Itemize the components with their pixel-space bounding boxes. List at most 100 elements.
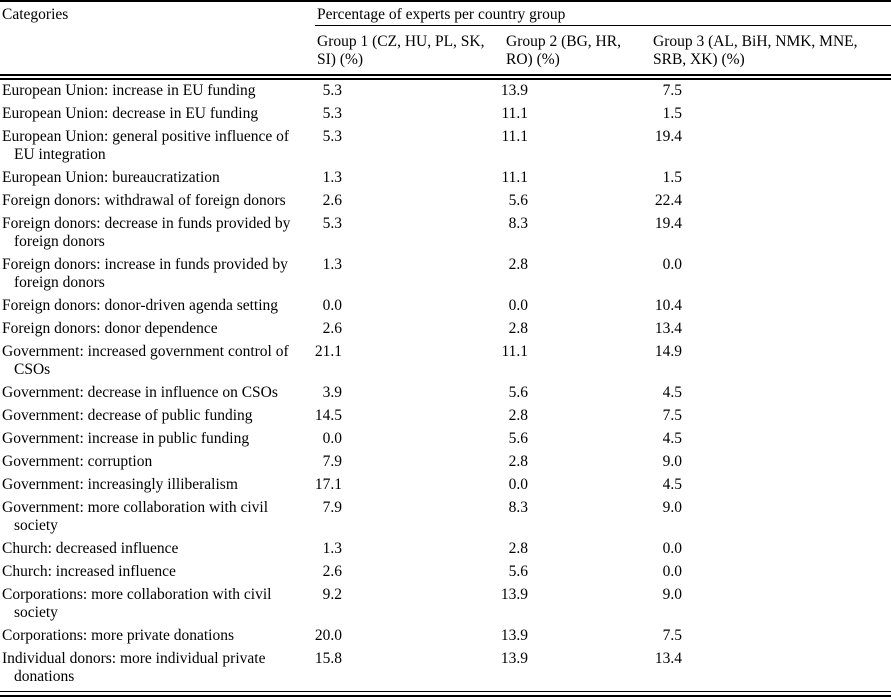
category-cell: Foreign donors: decrease in funds provid…	[0, 215, 312, 251]
category-text-continuation: society	[14, 604, 58, 621]
category-cell: European Union: increase in EU funding	[0, 82, 312, 100]
group1-header-line2: SI) (%)	[317, 51, 364, 68]
value-group1: 1.3	[322, 169, 342, 186]
table-row: Government: increase in public funding 0…	[0, 430, 891, 448]
value-group3: 0.0	[662, 256, 682, 273]
category-cell: Government: increase in public funding	[0, 430, 312, 448]
category-cell: Foreign donors: donor dependence	[0, 320, 312, 338]
value-group3: 1.5	[662, 169, 682, 186]
value-group3: 19.4	[654, 215, 682, 232]
category-text: European Union: decrease in EU funding	[2, 105, 259, 122]
value-group3: 9.0	[662, 499, 682, 516]
category-cell: European Union: decrease in EU funding	[0, 105, 312, 123]
category-text-continuation: foreign donors	[14, 274, 105, 291]
table-row: Foreign donors: increase in funds provid…	[0, 256, 891, 292]
table-row: Foreign donors: donor-driven agenda sett…	[0, 297, 891, 315]
column-header-categories: Categories	[2, 6, 69, 23]
category-text: European Union: bureaucratization	[2, 169, 220, 186]
value-group2: 0.0	[508, 476, 528, 493]
value-group1: 3.9	[322, 384, 342, 401]
category-cell: Foreign donors: increase in funds provid…	[0, 256, 312, 292]
category-cell: Government: corruption	[0, 453, 312, 471]
value-group3: 13.4	[654, 320, 682, 337]
value-group3: 13.4	[654, 650, 682, 667]
value-group1: 21.1	[314, 343, 342, 360]
value-group2: 13.9	[500, 586, 528, 603]
value-group2: 5.6	[508, 563, 528, 580]
value-group2: 5.6	[508, 192, 528, 209]
category-cell: Individual donors: more individual priva…	[0, 650, 312, 686]
category-cell: Government: decrease in influence on CSO…	[0, 384, 312, 402]
value-group2: 2.8	[508, 453, 528, 470]
value-group1: 5.3	[322, 82, 342, 99]
value-group2: 2.8	[508, 320, 528, 337]
category-text-continuation: EU integration	[14, 146, 106, 163]
category-text: Government: decrease in influence on CSO…	[2, 384, 278, 401]
table-row: Church: increased influence 2.6 5.6 0.0	[0, 563, 891, 581]
table-row: Foreign donors: withdrawal of foreign do…	[0, 192, 891, 210]
value-group2: 11.1	[501, 343, 528, 360]
value-group3: 9.0	[662, 453, 682, 470]
value-group1: 7.9	[322, 499, 342, 516]
category-text: Church: decreased influence	[2, 540, 179, 557]
value-group2: 2.8	[508, 407, 528, 424]
category-text-continuation: donations	[14, 668, 75, 685]
value-group3: 1.5	[662, 105, 682, 122]
value-group3: 9.0	[662, 586, 682, 603]
value-group1: 5.3	[322, 105, 342, 122]
value-group1: 15.8	[314, 650, 342, 667]
value-group1: 0.0	[322, 430, 342, 447]
header-double-rule	[0, 74, 891, 80]
value-group2: 13.9	[500, 82, 528, 99]
value-group1: 2.6	[322, 563, 342, 580]
value-group2: 8.3	[508, 215, 528, 232]
group1-header-line1: Group 1 (CZ, HU, PL, SK,	[317, 33, 485, 50]
group2-header-line2: RO) (%)	[506, 51, 560, 68]
value-group2: 11.1	[501, 128, 528, 145]
value-group3: 4.5	[662, 476, 682, 493]
category-text-continuation: foreign donors	[14, 233, 105, 250]
table-header-row-2: Group 1 (CZ, HU, PL, SK, SI) (%) Group 2…	[0, 33, 891, 74]
category-cell: European Union: bureaucratization	[0, 169, 312, 187]
category-text: Individual donors: more individual priva…	[2, 650, 266, 667]
group3-header-line1: Group 3 (AL, BiH, NMK, MNE,	[653, 33, 858, 50]
category-text: Foreign donors: donor dependence	[2, 320, 218, 337]
value-group1: 1.3	[322, 256, 342, 273]
value-group2: 5.6	[508, 430, 528, 447]
category-text: Church: increased influence	[2, 563, 176, 580]
table-row: Individual donors: more individual priva…	[0, 650, 891, 686]
category-text: Corporations: more collaboration with ci…	[2, 586, 272, 603]
table-body: European Union: increase in EU funding 5…	[0, 80, 891, 686]
table-row: European Union: decrease in EU funding 5…	[0, 105, 891, 123]
category-cell: Church: increased influence	[0, 563, 312, 581]
value-group1: 17.1	[314, 476, 342, 493]
group2-header-line1: Group 2 (BG, HR,	[506, 33, 621, 50]
value-group3: 19.4	[654, 128, 682, 145]
table-row: Government: corruption 7.9 2.8 9.0	[0, 453, 891, 471]
value-group3: 10.4	[654, 297, 682, 314]
value-group2: 8.3	[508, 499, 528, 516]
category-text: Foreign donors: donor-driven agenda sett…	[2, 297, 279, 314]
group3-header-line2: SRB, XK) (%)	[653, 51, 745, 68]
category-text: Foreign donors: increase in funds provid…	[2, 256, 288, 273]
category-cell: Government: decrease of public funding	[0, 407, 312, 425]
value-group3: 7.5	[662, 627, 682, 644]
group3-column-header: Group 3 (AL, BiH, NMK, MNE, SRB, XK) (%)	[651, 33, 891, 69]
value-group2: 0.0	[508, 297, 528, 314]
category-cell: European Union: general positive influen…	[0, 128, 312, 164]
category-text: Foreign donors: withdrawal of foreign do…	[2, 192, 286, 209]
value-group1: 5.3	[322, 128, 342, 145]
value-group1: 5.3	[322, 215, 342, 232]
value-group3: 0.0	[662, 563, 682, 580]
category-cell: Foreign donors: donor-driven agenda sett…	[0, 297, 312, 315]
value-group2: 11.1	[501, 169, 528, 186]
category-cell: Corporations: more collaboration with ci…	[0, 586, 312, 622]
category-text: Government: corruption	[2, 453, 153, 470]
table-row: Corporations: more private donations 20.…	[0, 627, 891, 645]
table-row: Government: decrease in influence on CSO…	[0, 384, 891, 402]
value-group2: 13.9	[500, 650, 528, 667]
table-row: Foreign donors: donor dependence 2.6 2.8…	[0, 320, 891, 338]
value-group3: 14.9	[654, 343, 682, 360]
category-text-continuation: CSOs	[14, 361, 51, 378]
